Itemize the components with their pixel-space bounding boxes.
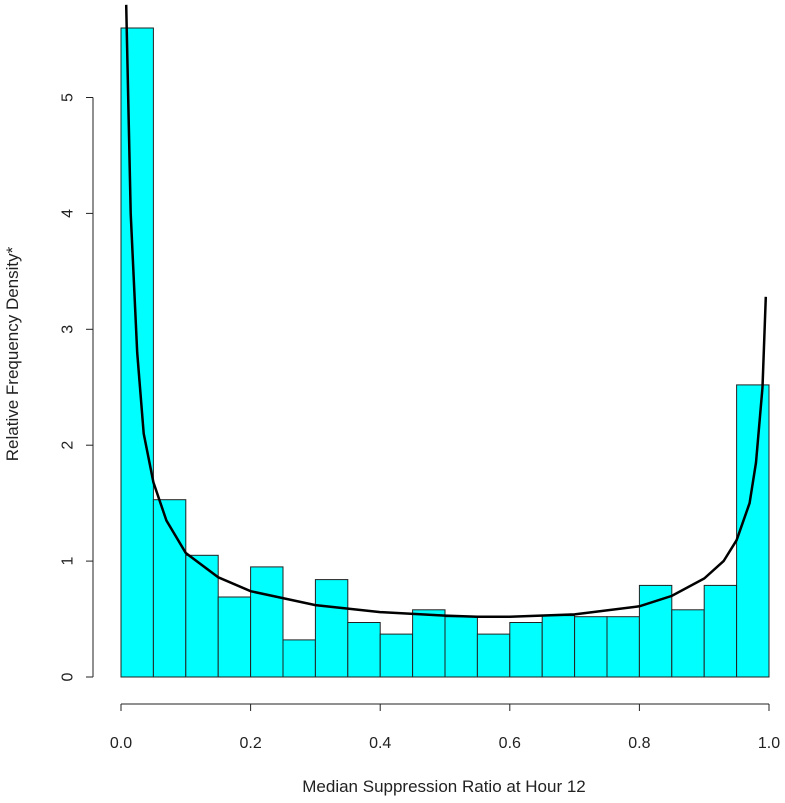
y-tick-label-5: 5	[60, 93, 77, 102]
density-curve-layer	[124, 4, 768, 618]
y-tick-label-1: 1	[60, 557, 77, 566]
histogram-bar-6	[314, 579, 349, 678]
histogram-bar-10	[444, 616, 478, 678]
x-tick-label-2: 0.4	[369, 735, 391, 752]
histogram-bar-7	[347, 622, 381, 678]
histogram-bar-3	[217, 596, 252, 678]
density-curve	[124, 4, 768, 618]
histogram-bar-13	[541, 615, 576, 678]
histogram-bar-1	[152, 499, 187, 678]
histogram-bar-15	[606, 616, 640, 678]
histogram-bar-14	[574, 616, 608, 678]
histogram-bars	[120, 27, 770, 678]
histogram-bar-19	[736, 384, 770, 678]
x-tick-label-3: 0.6	[499, 735, 521, 752]
x-tick-label-0: 0.0	[110, 735, 132, 752]
histogram-bar-17	[671, 609, 705, 678]
x-axis: 0.0 0.2 0.4 0.6 0.8 1.0	[110, 703, 780, 752]
histogram-bar-2	[185, 554, 219, 678]
y-tick-label-3: 3	[60, 325, 77, 334]
x-tick-label-5: 1.0	[758, 735, 780, 752]
y-tick-label-4: 4	[60, 209, 77, 218]
histogram-bar-8	[379, 633, 414, 678]
y-axis: 0 1 2 3 4 5	[60, 93, 94, 681]
histogram-bar-4	[250, 566, 284, 678]
histogram-bar-11	[476, 633, 511, 678]
histogram-bar-16	[638, 584, 673, 678]
histogram-bar-12	[509, 622, 543, 678]
x-tick-label-4: 0.8	[628, 735, 650, 752]
x-axis-title: Median Suppression Ratio at Hour 12	[302, 777, 586, 796]
histogram-bar-9	[412, 609, 446, 678]
x-tick-label-1: 0.2	[239, 735, 261, 752]
y-tick-label-0: 0	[60, 672, 77, 681]
histogram-bar-18	[703, 584, 738, 678]
y-axis-title: Relative Frequency Density*	[3, 246, 22, 461]
histogram-bar-5	[282, 639, 316, 678]
y-tick-label-2: 2	[60, 441, 77, 450]
